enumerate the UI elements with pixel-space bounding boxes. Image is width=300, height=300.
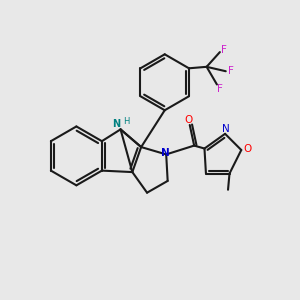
Text: F: F bbox=[228, 66, 234, 76]
Text: F: F bbox=[221, 45, 227, 55]
Text: N: N bbox=[222, 124, 230, 134]
Text: O: O bbox=[184, 115, 192, 125]
Text: N: N bbox=[161, 148, 170, 158]
Text: H: H bbox=[123, 117, 129, 126]
Text: O: O bbox=[243, 143, 251, 154]
Text: F: F bbox=[217, 84, 223, 94]
Text: N: N bbox=[112, 119, 120, 129]
